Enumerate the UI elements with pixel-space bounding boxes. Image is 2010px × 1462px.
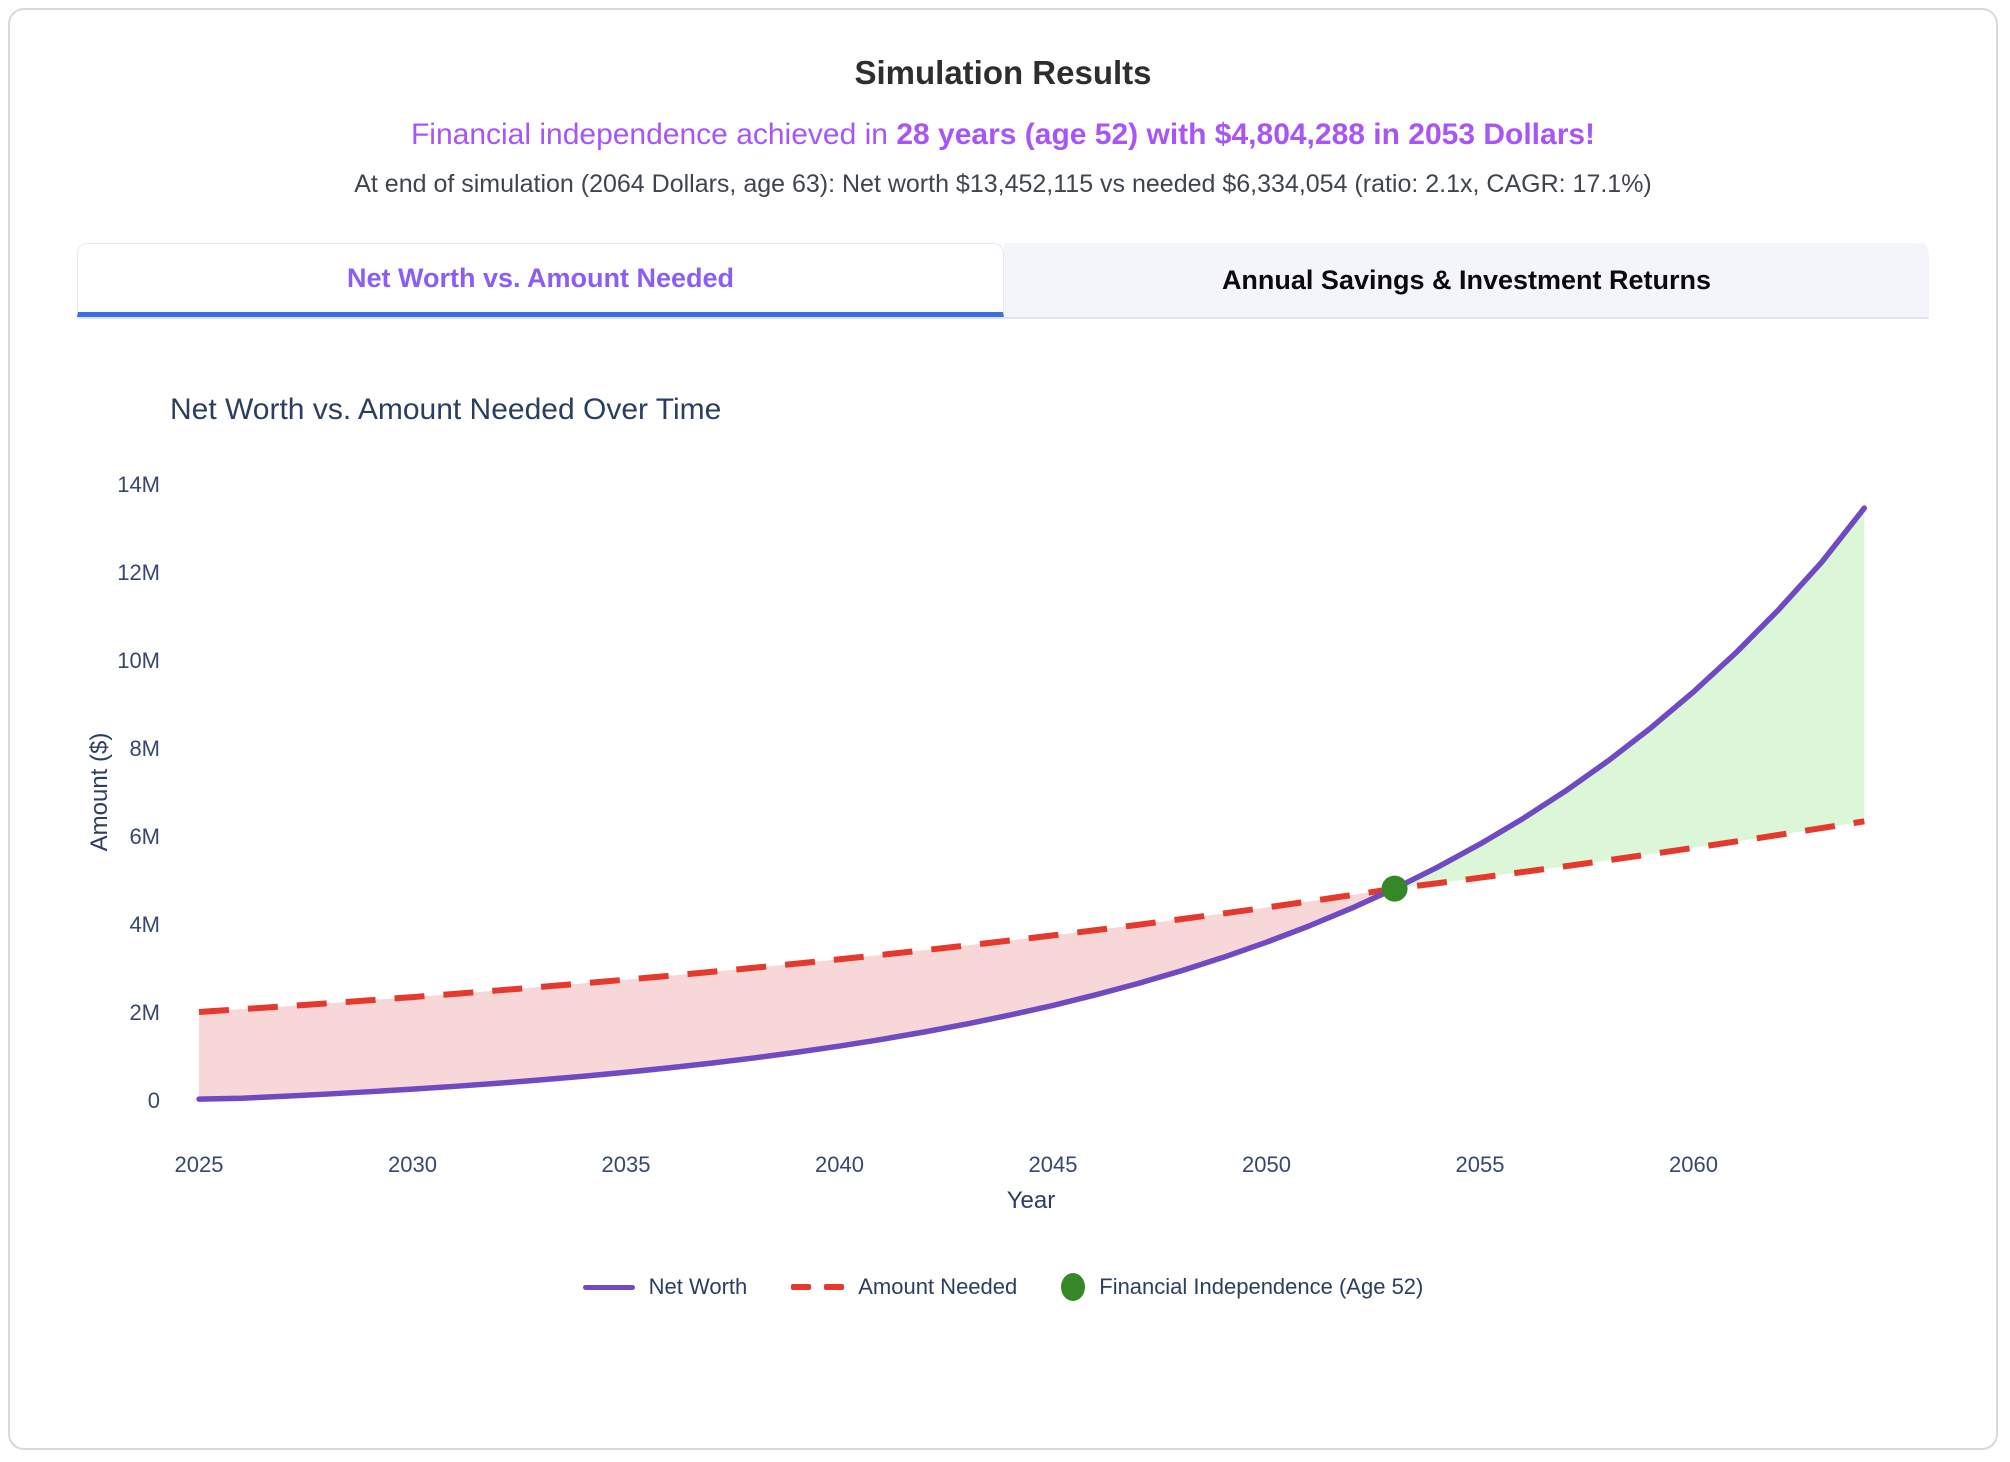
tab-net-worth-vs-needed[interactable]: Net Worth vs. Amount Needed [77, 243, 1004, 317]
legend-label-financial-independence: Financial Independence (Age 52) [1099, 1274, 1424, 1299]
y-tick-label: 2M [129, 1000, 160, 1025]
x-tick-label: 2060 [1669, 1152, 1718, 1177]
x-tick-label: 2035 [602, 1152, 651, 1177]
y-tick-label: 8M [129, 736, 160, 761]
x-tick-label: 2045 [1029, 1152, 1078, 1177]
legend-label-net-worth: Net Worth [648, 1274, 748, 1299]
amount-needed-dash-swatch [791, 1284, 845, 1290]
chart-tabs: Net Worth vs. Amount Needed Annual Savin… [77, 243, 1929, 319]
net-worth-line-swatch [582, 1284, 635, 1290]
net-worth-line [196, 505, 1868, 1102]
y-axis-title: Amount ($) [86, 733, 113, 852]
chart-title: Net Worth vs. Amount Needed Over Time [170, 393, 721, 426]
financial-independence-dot-swatch [1061, 1273, 1086, 1301]
legend-item-amount-needed[interactable]: Amount Needed [791, 1274, 1017, 1300]
page-title: Simulation Results [854, 54, 1152, 91]
y-tick-label: 14M [117, 472, 160, 497]
x-tick-label: 2025 [175, 1152, 224, 1177]
fi-message-bold: 28 years (age 52) with $4,804,288 in 205… [896, 118, 1596, 151]
financial-independence-marker [1381, 875, 1408, 902]
y-tick-label: 4M [129, 912, 160, 937]
surplus-fill [1394, 508, 1865, 889]
y-tick-label: 10M [117, 648, 160, 673]
x-tick-label: 2040 [815, 1152, 864, 1177]
y-tick-label: 6M [129, 824, 160, 849]
net-worth-chart[interactable]: Net Worth vs. Amount Needed Over Time Yea… [10, 319, 1996, 1219]
end-of-simulation-stats: At end of simulation (2064 Dollars, age … [354, 170, 1652, 198]
x-tick-label: 2055 [1456, 1152, 1505, 1177]
fi-achievement-message: Financial independence achieved in 28 ye… [10, 118, 1996, 152]
chart-legend: Net Worth Amount Needed Financial Indepe… [10, 1273, 1996, 1301]
amount-needed-line [198, 818, 1865, 1015]
legend-label-amount-needed: Amount Needed [858, 1274, 1018, 1299]
x-tick-label: 2030 [388, 1152, 437, 1177]
simulation-results-card: Simulation Results Financial independenc… [8, 8, 1998, 1450]
y-tick-label: 0 [148, 1088, 160, 1113]
fi-message-plain: Financial independence achieved in [410, 118, 897, 151]
deficit-fill [199, 888, 1395, 1100]
y-tick-label: 12M [117, 560, 160, 585]
x-axis-title: Year [1007, 1187, 1056, 1214]
tab-annual-savings-returns[interactable]: Annual Savings & Investment Returns [1004, 243, 1929, 317]
legend-item-net-worth[interactable]: Net Worth [582, 1274, 748, 1300]
legend-item-financial-independence[interactable]: Financial Independence (Age 52) [1061, 1273, 1423, 1301]
x-tick-label: 2050 [1242, 1152, 1291, 1177]
